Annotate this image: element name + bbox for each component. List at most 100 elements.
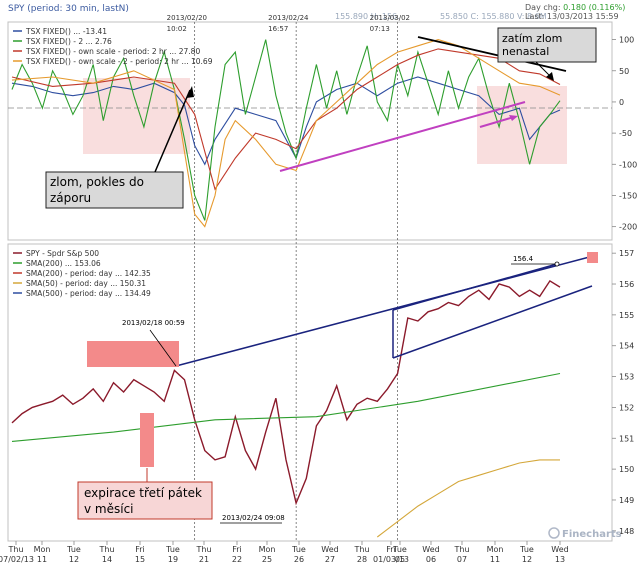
x-day-4: 15 xyxy=(135,555,145,564)
bottom-panel-frame xyxy=(7,243,613,542)
x-day-15: 07 xyxy=(457,555,467,564)
series-1-2 xyxy=(376,459,560,538)
x-day-1: 11 xyxy=(37,555,47,564)
x-day-16: 11 xyxy=(490,555,500,564)
high-tag: 2013/02/18 00:59 xyxy=(122,319,185,327)
bottom-y-axis: 157 156 155 154 153 152 151 150 149 148 xyxy=(612,249,634,536)
marker-date-0: 2013/02/20 xyxy=(167,14,207,22)
arrow-magenta-head xyxy=(509,115,518,121)
x-dow-13: Tue xyxy=(392,545,407,554)
top-panel-frame xyxy=(7,21,613,241)
x-axis: Thu07/02/13Mon11Tue12Thu14Fri15Tue19Thu2… xyxy=(0,541,569,564)
day-change: Day chg: 0.180 (0.116%) xyxy=(525,3,625,12)
trendline-magenta xyxy=(279,101,526,172)
x-day-11: 28 xyxy=(357,555,367,564)
x-dow-7: Fri xyxy=(232,545,242,554)
price-tag-point xyxy=(554,261,560,267)
x-day-3: 14 xyxy=(102,555,112,564)
x-dow-15: Thu xyxy=(453,545,469,554)
y-tick-label-1-3: 154 xyxy=(619,342,634,351)
series-0-0 xyxy=(11,76,561,166)
watermark: Finecharts xyxy=(562,529,622,540)
x-day-10: 27 xyxy=(325,555,335,564)
watermark-icon xyxy=(548,527,560,539)
top-series xyxy=(11,39,561,228)
x-day-2: 12 xyxy=(69,555,79,564)
highlight-box-right xyxy=(477,86,567,164)
legend-label-legend-top-3: TSX FIXED() - own scale - 2 - period: 2 … xyxy=(25,57,213,66)
x-day-13: 05 xyxy=(395,555,405,564)
x-dow-2: Tue xyxy=(66,545,81,554)
x-dow-16: Mon xyxy=(487,545,504,554)
y-tick-label-0-1: 50 xyxy=(619,67,629,76)
x-dow-14: Wed xyxy=(422,545,439,554)
annotation-zlom-line2: záporu xyxy=(50,191,91,205)
annotation-expirace-line2: v měsíci xyxy=(84,502,134,516)
day-change-label: Day chg: xyxy=(525,3,563,12)
marker-date-1: 2013/02/24 xyxy=(268,14,309,22)
legend-label-legend-top-2: TSX FIXED() - own scale - period: 2 hr .… xyxy=(25,47,200,56)
y-tick-label-1-0: 157 xyxy=(619,249,634,258)
price-tag: 156.4 xyxy=(513,255,534,263)
y-tick-label-1-9: 148 xyxy=(619,527,634,536)
annotation-zlom-line1: zlom, pokles do xyxy=(50,175,144,189)
low-tag: 2013/02/24 09:08 xyxy=(222,514,285,522)
legend-label-legend-bottom-3: SMA(50) - period: day ... 150.31 xyxy=(26,279,146,288)
last-update: Last: 13/03/2013 15:59 xyxy=(525,12,619,21)
legend-label-legend-bottom-0: SPY - Spdr S&p 500 xyxy=(26,249,99,258)
annotation-zatim-line1: zatím zlom xyxy=(502,32,562,45)
marker-lines: 2013/02/20 10:02 2013/02/24 16:57 2013/03/02… xyxy=(167,14,410,541)
red-box-expiry xyxy=(140,413,154,467)
annotation-expirace: expirace třetí pátek v měsíci xyxy=(77,468,213,520)
x-day-9: 26 xyxy=(294,555,304,564)
red-box-right xyxy=(587,252,598,263)
marker-time-1: 16:57 xyxy=(268,25,288,33)
series-0-2 xyxy=(11,48,561,191)
series-0-1 xyxy=(11,39,561,221)
marker-time-2: 07:13 xyxy=(370,25,390,33)
x-day-7: 22 xyxy=(232,555,242,564)
stats-right: 55.850 C: 155.880 V: 8.6M xyxy=(440,12,547,21)
x-dow-11: Thu xyxy=(353,545,369,554)
day-change-value: 0.180 (0.116%) xyxy=(563,3,625,12)
x-dow-12: Fri xyxy=(386,545,396,554)
annotation-expirace-line1: expirace třetí pátek xyxy=(84,486,202,500)
marker-time-0: 10:02 xyxy=(167,25,187,33)
x-day-14: 06 xyxy=(426,555,436,564)
x-dow-8: Mon xyxy=(259,545,276,554)
y-tick-label-1-6: 151 xyxy=(619,434,634,443)
high-connector xyxy=(149,329,177,367)
x-dow-4: Fri xyxy=(135,545,145,554)
legend-label-legend-top-0: TSX FIXED() ... -13.41 xyxy=(25,27,107,36)
legend-label-legend-top-1: TSX FIXED() - 2 ... 2.76 xyxy=(25,37,112,46)
y-tick-label-1-1: 156 xyxy=(619,280,634,289)
x-dow-9: Tue xyxy=(291,545,306,554)
legend-label-legend-bottom-2: SMA(200) - period: day ... 142.35 xyxy=(26,269,151,278)
x-dow-17: Tue xyxy=(519,545,534,554)
arrow-magenta xyxy=(479,116,515,128)
y-tick-label-0-6: -200 xyxy=(619,223,637,232)
series-1-1 xyxy=(11,372,561,442)
marker-date-2: 2013/03/02 xyxy=(370,14,410,22)
x-dow-10: Wed xyxy=(321,545,338,554)
x-day-18: 13 xyxy=(555,555,565,564)
red-box-high xyxy=(87,341,179,367)
y-tick-label-0-4: -100 xyxy=(619,160,637,169)
x-day-0: 07/02/13 xyxy=(0,555,34,564)
y-tick-label-1-7: 150 xyxy=(619,465,634,474)
x-dow-6: Thu xyxy=(195,545,211,554)
y-tick-label-0-5: -150 xyxy=(619,191,637,200)
x-day-12: 01/03/13 xyxy=(373,555,409,564)
legend-label-legend-bottom-4: SMA(500) - period: day ... 134.49 xyxy=(26,289,151,298)
x-day-5: 19 xyxy=(168,555,178,564)
x-dow-5: Tue xyxy=(165,545,180,554)
series-1-0 xyxy=(11,279,561,506)
trendline-blue-upper xyxy=(175,254,598,367)
y-tick-label-0-3: -50 xyxy=(619,129,632,138)
annotation-zlom: zlom, pokles do záporu xyxy=(45,86,194,209)
x-dow-18: Wed xyxy=(551,545,568,554)
y-tick-label-0-2: 0 xyxy=(619,98,624,107)
